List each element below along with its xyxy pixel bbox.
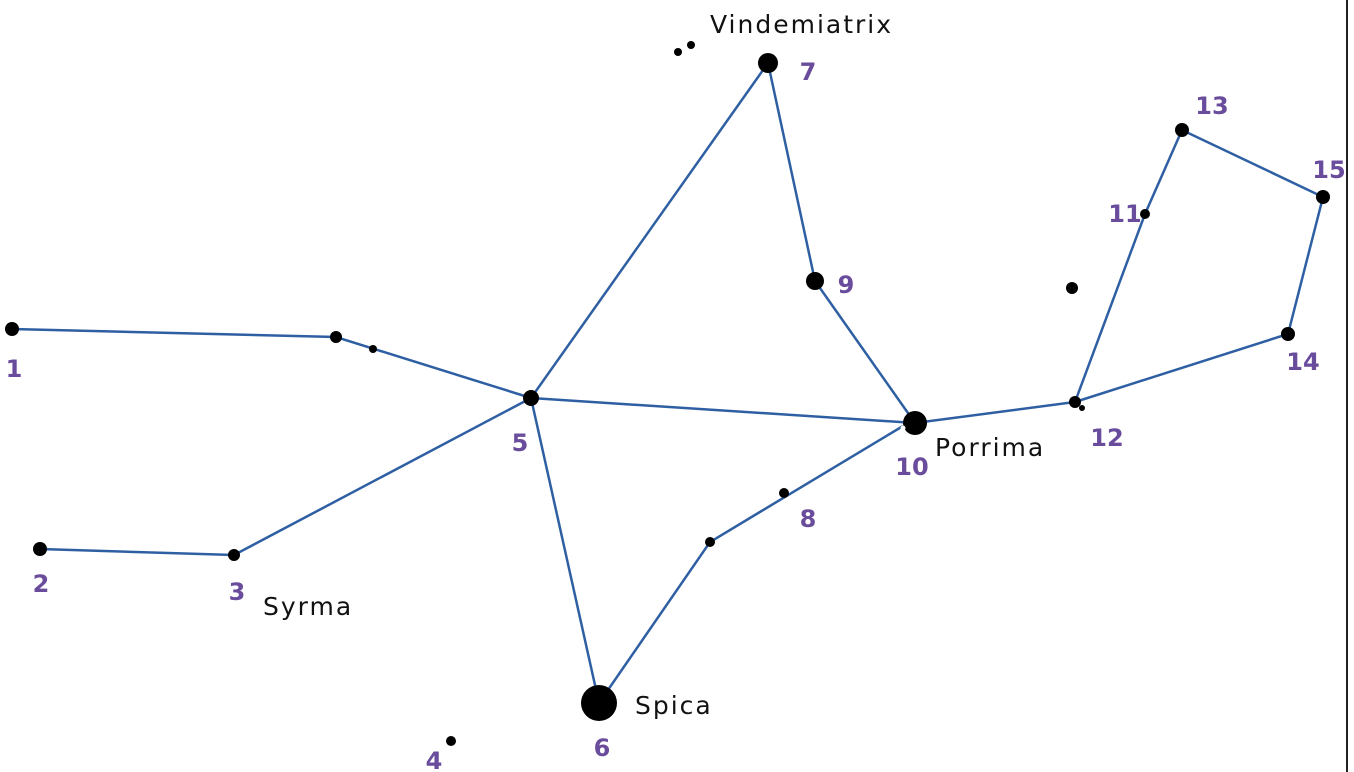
- star: [1069, 396, 1081, 408]
- star: [523, 390, 539, 406]
- star: [1140, 209, 1150, 219]
- link: [11, 327, 532, 400]
- star-number: 12: [1090, 424, 1123, 452]
- star: [1316, 190, 1330, 204]
- star-name: Porrima: [935, 433, 1045, 462]
- link: [529, 397, 904, 707]
- links: [11, 59, 1325, 707]
- star: [806, 272, 824, 290]
- star: [779, 488, 789, 498]
- star: [758, 53, 778, 73]
- star: [687, 41, 695, 49]
- star: [228, 549, 240, 561]
- star-number: 14: [1286, 348, 1319, 376]
- star-number: 9: [838, 271, 855, 299]
- star-name: Syrma: [263, 592, 353, 621]
- star: [33, 542, 47, 556]
- star-highlight: [900, 425, 906, 431]
- star: [903, 411, 927, 435]
- star: [1079, 405, 1085, 411]
- star-number: 7: [800, 58, 817, 86]
- star-number: 5: [512, 429, 529, 457]
- star: [705, 537, 715, 547]
- labeled-stars: 12 3 Syrma456Spica7Vindemiatrix8910Porrima…: [5, 10, 1346, 772]
- star-number: 15: [1312, 156, 1345, 184]
- star-number: 4: [426, 747, 443, 772]
- star: [369, 345, 377, 353]
- star-name: Spica: [635, 691, 713, 720]
- link: [39, 396, 532, 557]
- star-number: 13: [1195, 92, 1228, 120]
- star: [581, 685, 617, 721]
- star-number: 2: [33, 570, 50, 598]
- star-number: 3: [229, 578, 246, 606]
- star-name: Vindemiatrix: [710, 10, 893, 39]
- minor-stars: [330, 41, 1085, 547]
- star-number: 10: [895, 453, 928, 481]
- star: [1281, 327, 1295, 341]
- star-number: 1: [6, 355, 23, 383]
- star-number: 11: [1108, 200, 1141, 228]
- star-number: 8: [800, 505, 817, 533]
- star: [446, 736, 456, 746]
- star: [674, 48, 682, 56]
- star: [5, 322, 19, 336]
- link: [529, 59, 917, 424]
- link: [530, 128, 1325, 425]
- star: [1066, 282, 1078, 294]
- star: [1175, 123, 1189, 137]
- star-number: 6: [594, 734, 611, 762]
- star: [330, 331, 342, 343]
